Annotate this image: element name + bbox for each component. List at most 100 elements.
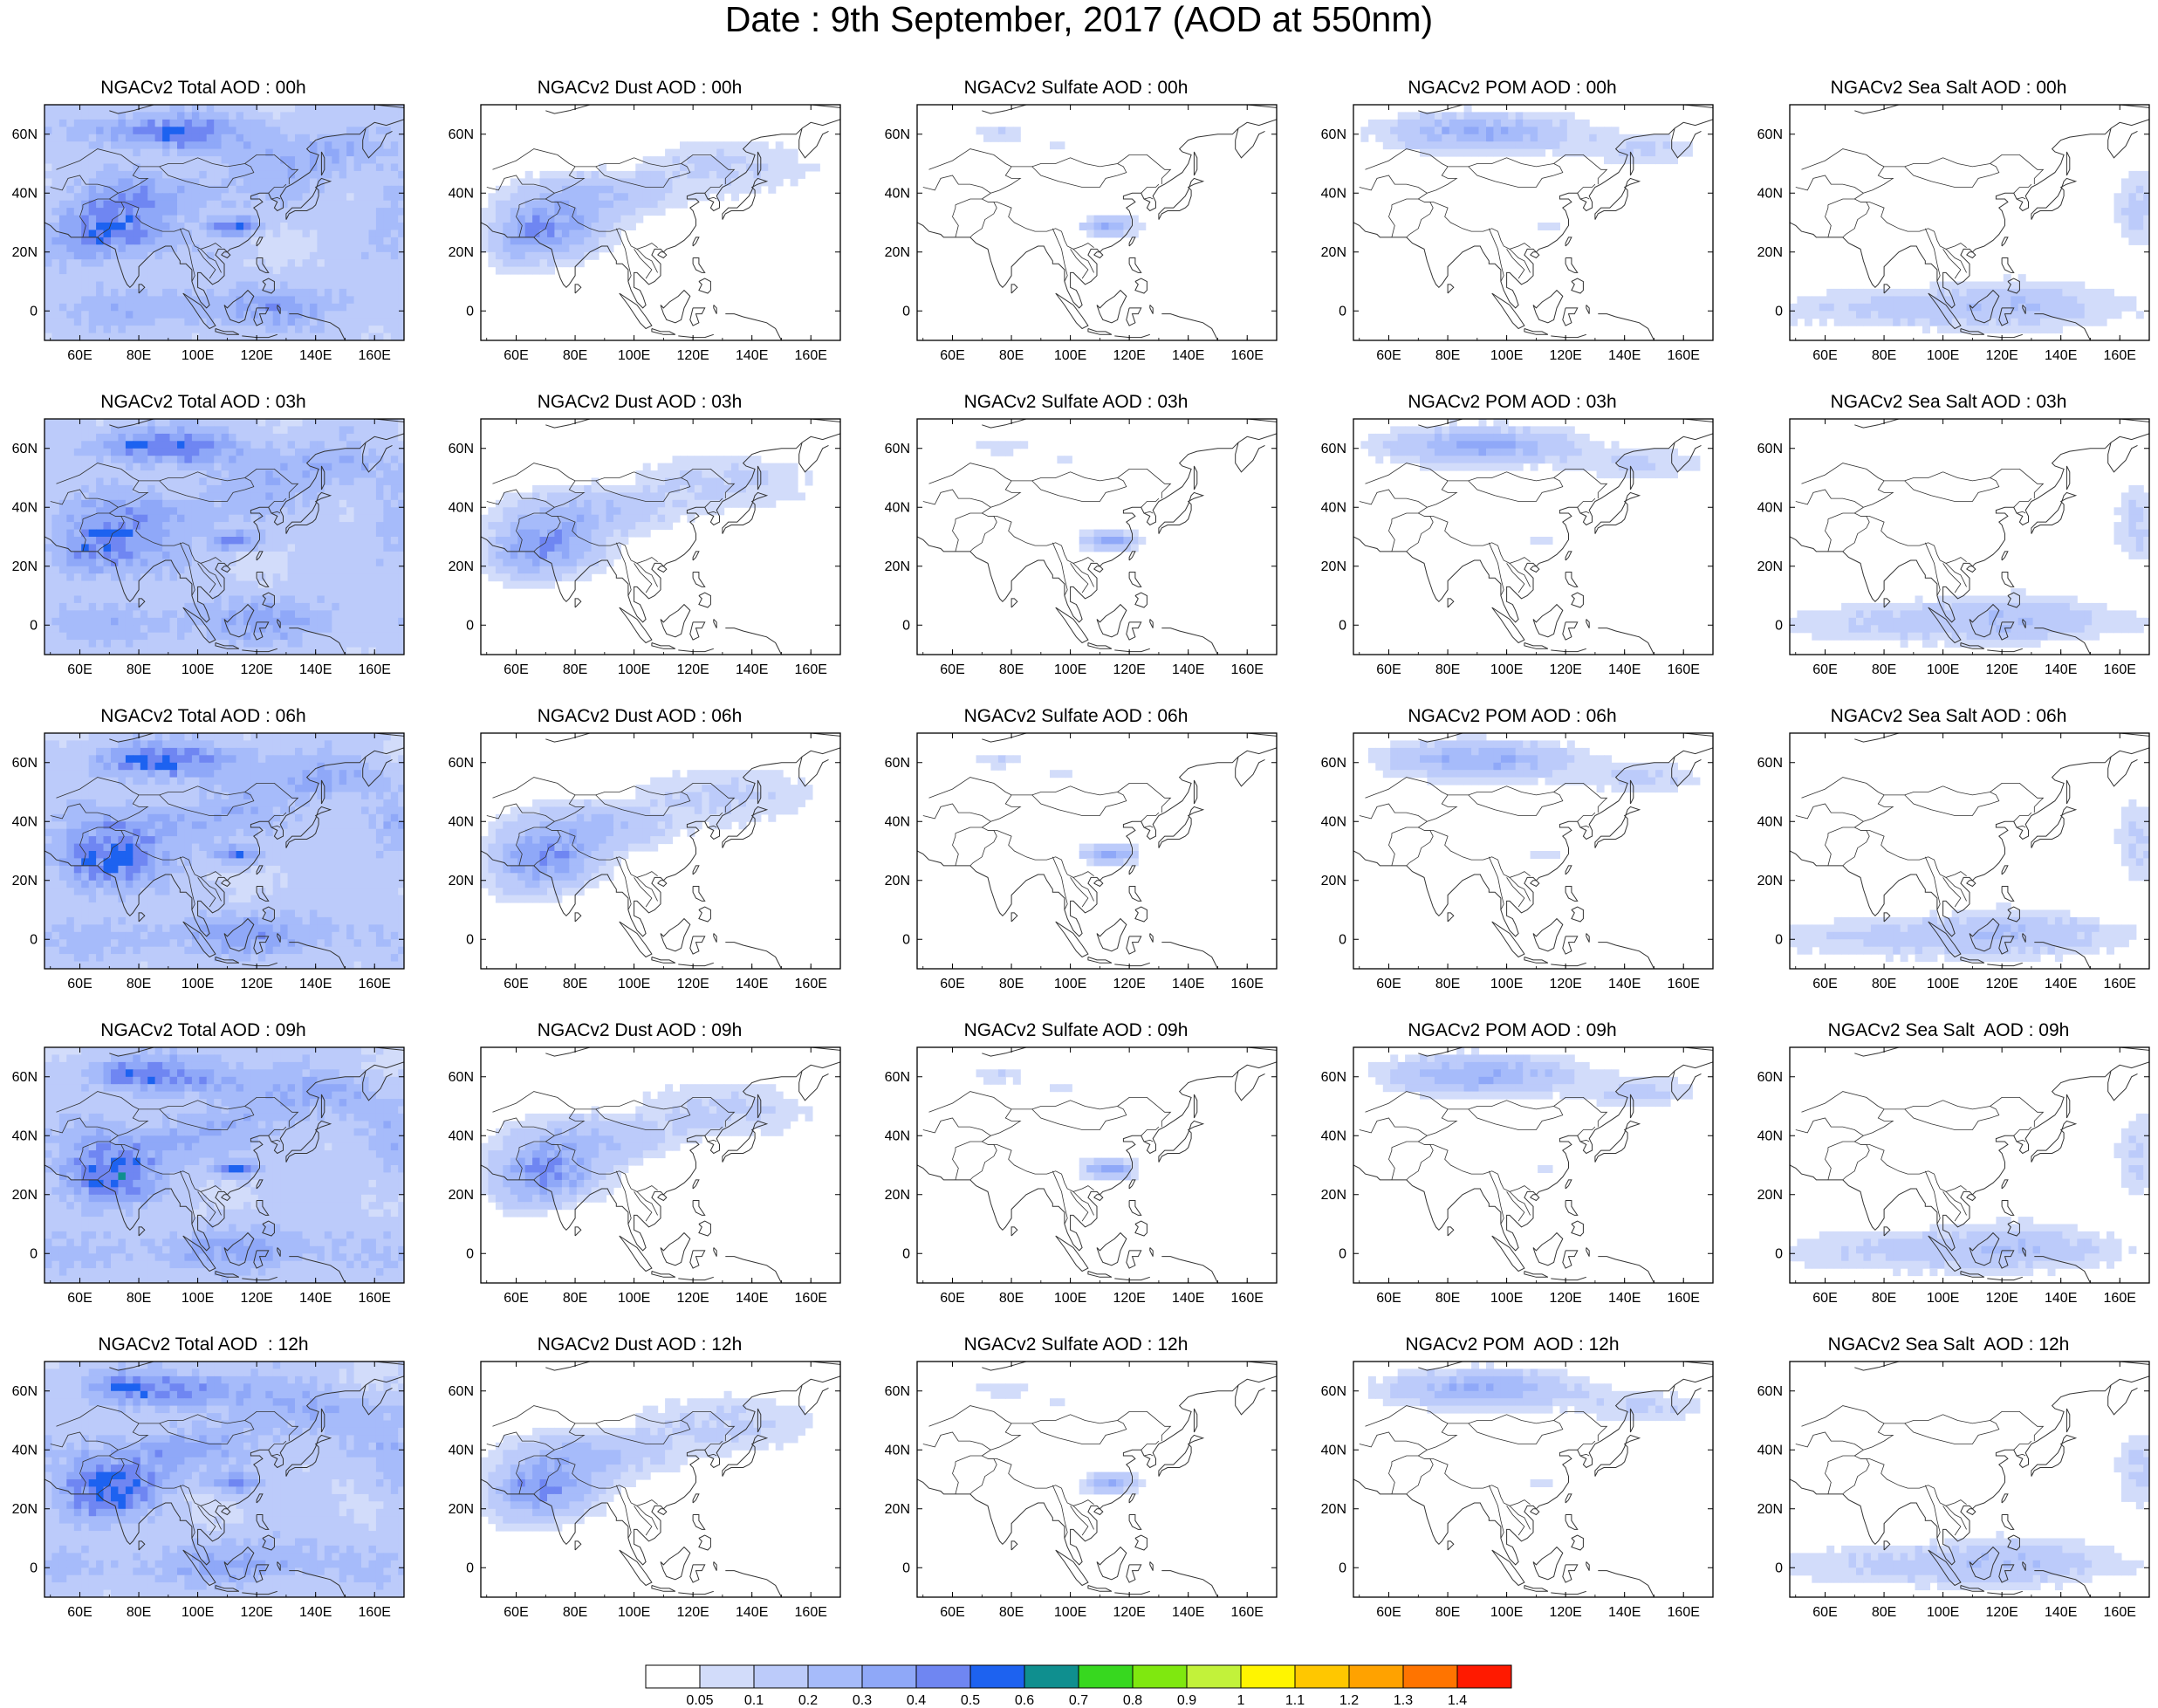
aod-cell	[206, 588, 215, 597]
aod-cell	[58, 484, 67, 493]
aod-cell	[199, 170, 208, 179]
aod-cell	[1604, 127, 1612, 135]
aod-cell	[503, 208, 511, 216]
aod-cell	[45, 610, 52, 619]
aod-cell	[783, 170, 791, 179]
aod-cell	[495, 251, 504, 260]
aod-cell	[111, 318, 119, 326]
aod-cell	[147, 499, 156, 508]
aod-cell	[2054, 296, 2063, 305]
aod-cell	[1900, 303, 1908, 312]
aod-cell	[206, 573, 215, 582]
aod-cell	[613, 492, 621, 501]
aod-cell	[221, 419, 230, 427]
aod-cell	[214, 200, 223, 209]
aod-cell	[317, 566, 325, 574]
aod-cell	[169, 237, 178, 245]
aod-cell	[375, 507, 384, 516]
aod-cell	[154, 193, 163, 202]
aod-cell	[635, 215, 644, 223]
aod-cell	[140, 433, 148, 442]
country-border	[1506, 249, 1525, 279]
aod-cell	[532, 215, 541, 223]
aod-cell	[103, 244, 112, 253]
aod-cell	[250, 230, 259, 238]
aod-cell	[561, 223, 570, 230]
aod-cell	[383, 119, 392, 127]
aod-cell	[162, 281, 171, 290]
aod-cell	[257, 441, 266, 449]
aod-cell	[495, 559, 504, 567]
aod-cell	[1819, 303, 1827, 312]
aod-cell	[272, 119, 281, 127]
aod-cell	[481, 223, 489, 230]
aod-cell	[221, 588, 230, 597]
aod-cell	[584, 492, 593, 501]
aod-cell	[353, 141, 362, 150]
aod-cell	[147, 170, 156, 179]
aod-cell	[125, 244, 134, 253]
aod-cell	[561, 507, 570, 516]
aod-cell	[73, 499, 82, 508]
aod-cell	[723, 156, 732, 165]
aod-cell	[398, 544, 404, 552]
aod-cell	[731, 156, 739, 165]
aod-cell	[591, 514, 599, 523]
aod-cell	[368, 537, 377, 545]
aod-cell	[140, 580, 148, 589]
aod-cell	[481, 237, 489, 245]
aod-cell	[257, 647, 266, 655]
aod-cell	[295, 303, 303, 312]
aod-cell	[118, 134, 127, 142]
aod-cell	[547, 529, 555, 538]
aod-cell	[272, 433, 281, 442]
aod-cell	[339, 448, 347, 456]
aod-cell	[627, 529, 636, 538]
x-tick-label: 100E	[1490, 348, 1523, 363]
aod-cell	[58, 185, 67, 194]
aod-cell	[606, 537, 614, 545]
aod-cell	[309, 244, 318, 253]
aod-cell	[118, 610, 127, 619]
coastlines	[45, 105, 404, 340]
aod-cell	[133, 419, 141, 427]
aod-cell	[353, 170, 362, 179]
aod-cell	[339, 441, 347, 449]
country-border	[1031, 163, 1127, 188]
aod-cell	[236, 288, 244, 297]
aod-cell	[236, 208, 244, 216]
aod-cell	[317, 640, 325, 648]
aod-cell	[221, 477, 230, 486]
aod-cell	[554, 544, 563, 552]
aod-cell	[243, 251, 251, 260]
aod-cell	[1412, 134, 1421, 142]
country-border	[268, 497, 287, 508]
aod-cell	[332, 492, 340, 501]
aod-cell	[169, 134, 178, 142]
aod-cell	[569, 215, 578, 223]
aod-cell	[302, 625, 311, 634]
aod-cell	[524, 244, 533, 253]
aod-cell	[398, 647, 404, 655]
aod-cell	[584, 193, 593, 202]
aod-cell	[206, 551, 215, 559]
aod-cell	[2062, 288, 2071, 297]
aod-cell	[1486, 127, 1494, 135]
aod-cell	[532, 544, 541, 552]
aod-cell	[66, 499, 75, 508]
aod-cell	[1508, 127, 1517, 135]
aod-cell	[96, 573, 105, 582]
aod-cell	[539, 537, 548, 545]
aod-cell	[45, 537, 52, 545]
aod-cell	[88, 610, 97, 619]
aod-cell	[169, 551, 178, 559]
aod-cell	[503, 230, 511, 238]
aod-cell	[191, 178, 200, 187]
aod-cell	[524, 522, 533, 531]
aod-cell	[694, 456, 702, 464]
aod-cell	[368, 448, 377, 456]
aod-cell	[66, 193, 75, 202]
aod-cell	[221, 566, 230, 574]
aod-cell	[236, 625, 244, 634]
